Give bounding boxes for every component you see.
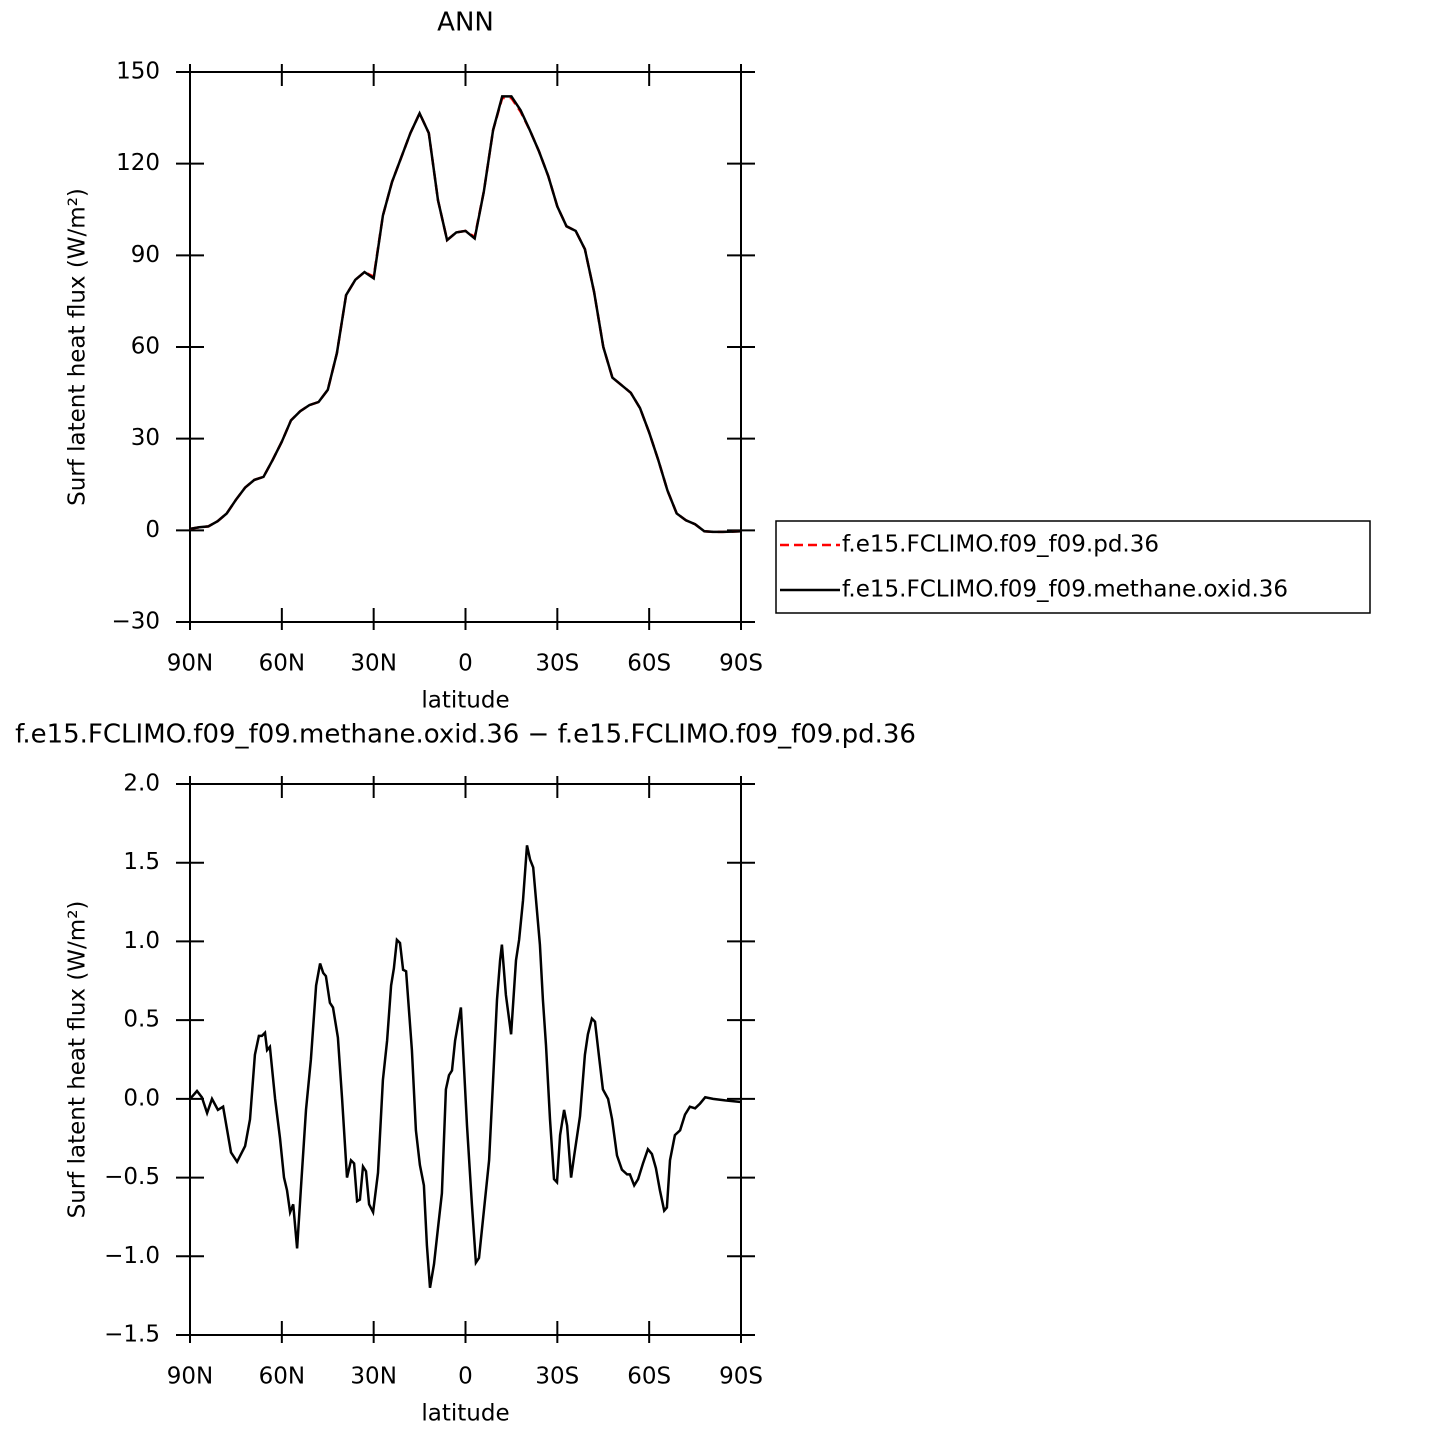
- y-tick-label: 0.5: [123, 1007, 160, 1033]
- y-tick-label: −0.5: [104, 1164, 160, 1190]
- legend-label: f.e15.FCLIMO.f09_f09.methane.oxid.36: [842, 577, 1288, 603]
- x-tick-label: 0: [458, 651, 473, 677]
- y-tick-label: 0.0: [123, 1085, 160, 1111]
- y-tick-label: 0: [145, 517, 160, 543]
- y-tick-label: −30: [111, 609, 160, 635]
- legend-label: f.e15.FCLIMO.f09_f09.pd.36: [842, 532, 1159, 558]
- x-tick-label: 60N: [259, 651, 305, 677]
- x-tick-label: 30S: [535, 1364, 579, 1390]
- y-tick-label: 90: [131, 242, 160, 268]
- x-tick-label: 30S: [535, 651, 579, 677]
- data-line: [189, 95, 742, 534]
- x-tick-label: 60S: [627, 651, 671, 677]
- data-line: [189, 845, 742, 1289]
- x-axis-label: latitude: [421, 688, 509, 714]
- y-tick-label: 1.0: [123, 928, 160, 954]
- x-tick-label: 90N: [167, 651, 213, 677]
- x-tick-label: 30N: [350, 1364, 396, 1390]
- y-tick-label: 120: [116, 150, 160, 176]
- y-tick-label: −1.0: [104, 1243, 160, 1269]
- chart-title: f.e15.FCLIMO.f09_f09.methane.oxid.36 − f…: [15, 720, 916, 750]
- y-tick-label: 60: [131, 334, 160, 360]
- y-tick-label: 30: [131, 425, 160, 451]
- panel: ANN latitude Surf latent heat flux (W/m²) 9…: [65, 8, 1371, 714]
- chart-title: ANN: [437, 8, 494, 38]
- panel: f.e15.FCLIMO.f09_f09.methane.oxid.36 − f…: [15, 720, 916, 1427]
- x-axis-label: latitude: [421, 1401, 509, 1427]
- x-tick-label: 60N: [259, 1364, 305, 1390]
- data-line: [189, 96, 742, 534]
- y-axis-label: Surf latent heat flux (W/m²): [65, 901, 91, 1219]
- plot-frame: [189, 783, 742, 1336]
- x-tick-label: 0: [458, 1364, 473, 1390]
- x-tick-label: 90N: [167, 1364, 213, 1390]
- x-tick-label: 30N: [350, 651, 396, 677]
- y-tick-label: 1.5: [123, 849, 160, 875]
- y-tick-label: −1.5: [104, 1322, 160, 1348]
- x-tick-label: 90S: [719, 651, 763, 677]
- x-tick-label: 90S: [719, 1364, 763, 1390]
- y-tick-label: 150: [116, 59, 160, 85]
- legend-box: [775, 520, 1371, 614]
- x-tick-label: 60S: [627, 1364, 671, 1390]
- plot-frame: [189, 71, 742, 623]
- y-axis-label: Surf latent heat flux (W/m²): [65, 188, 91, 506]
- y-tick-label: 2.0: [123, 771, 160, 797]
